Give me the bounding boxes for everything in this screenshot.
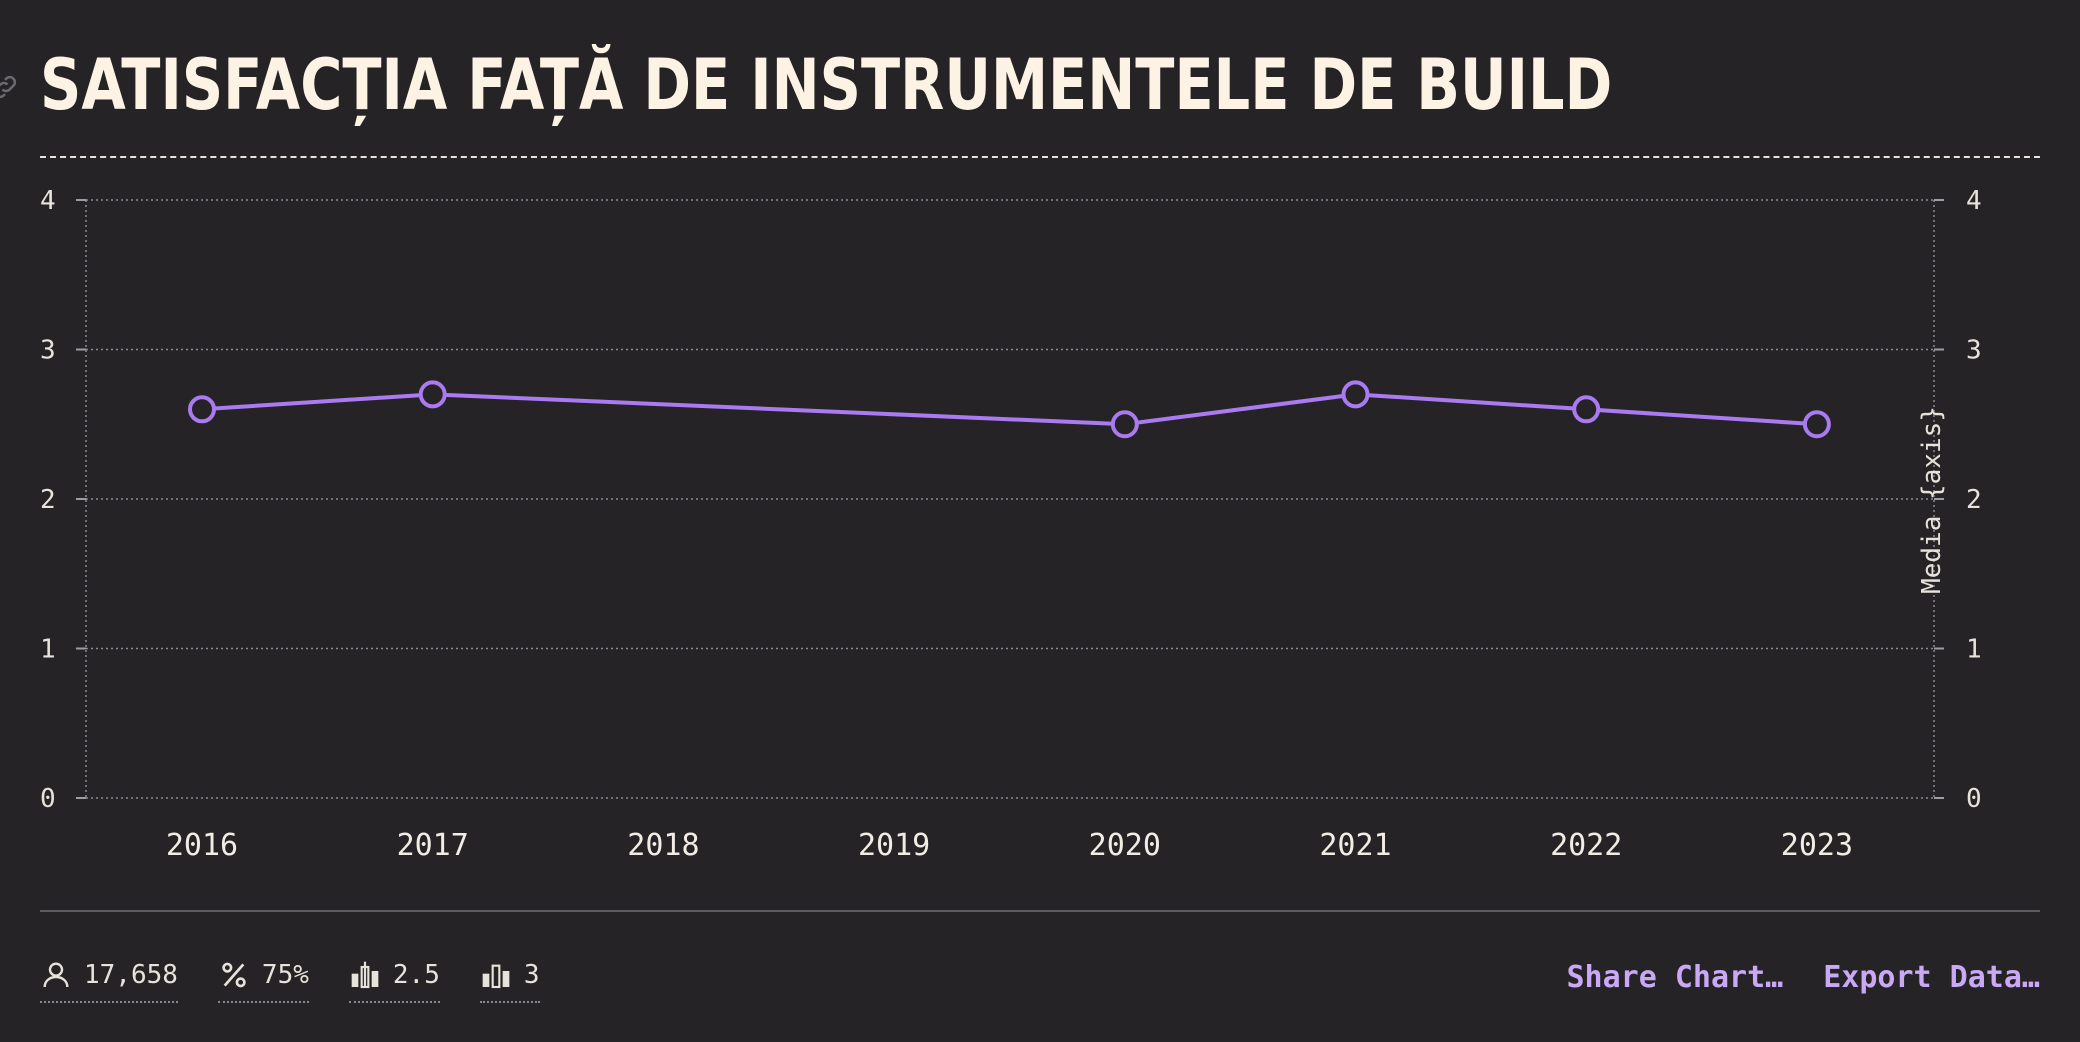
x-tick-label: 2017 <box>397 828 469 863</box>
series-line <box>201 392 1818 427</box>
y-tick-label-left: 4 <box>40 186 56 216</box>
stat-value: 2.5 <box>392 960 440 990</box>
data-point[interactable] <box>1802 410 1831 439</box>
data-point[interactable] <box>1341 380 1370 409</box>
stat-value: 75% <box>261 960 309 990</box>
bar-chart-icon <box>482 964 510 989</box>
y-tick-label-left: 1 <box>40 635 56 665</box>
stat-percentage[interactable]: 75% <box>217 955 309 1003</box>
stats-bar: 17,658 75% 2.5 3 <box>40 955 540 1003</box>
y-tick-label-right: 3 <box>1966 336 1982 366</box>
percent-icon <box>222 962 246 988</box>
y-axis-right: 0 1 2 3 4 <box>1934 186 1982 814</box>
y-tick-label-left: 3 <box>40 336 56 366</box>
x-tick-label: 2018 <box>627 828 699 863</box>
y-tick-label-left: 0 <box>40 784 56 814</box>
x-tick-label: 2019 <box>858 828 930 863</box>
data-point[interactable] <box>418 380 447 409</box>
y-tick-label-right: 0 <box>1966 784 1982 814</box>
y-tick-label-right: 2 <box>1966 485 1982 515</box>
line-chart: 0 1 2 3 4 0 1 2 3 4 2016 2017 2018 2019 2020 2021 2022… <box>40 186 1982 863</box>
stat-median[interactable]: 3 <box>479 955 540 1003</box>
y-axis-label-right: Media {axis} <box>1917 406 1947 594</box>
user-icon <box>43 962 69 988</box>
y-tick-label-right: 1 <box>1966 635 1982 665</box>
x-tick-label: 2022 <box>1550 828 1622 863</box>
x-axis: 2016 2017 2018 2019 2020 2021 2022 2023 <box>166 828 1853 863</box>
data-point[interactable] <box>1572 395 1601 424</box>
x-tick-label: 2023 <box>1781 828 1853 863</box>
link-icon[interactable] <box>0 72 20 102</box>
series <box>188 380 1831 439</box>
footer-divider <box>40 910 2040 912</box>
x-tick-label: 2021 <box>1319 828 1391 863</box>
data-point[interactable] <box>188 395 216 424</box>
title-divider <box>40 156 2040 158</box>
y-axis-left: 0 1 2 3 4 <box>40 186 86 814</box>
stat-value: 3 <box>523 960 540 990</box>
export-data-button[interactable]: Export Data… <box>1823 960 2040 995</box>
x-tick-label: 2020 <box>1089 828 1161 863</box>
y-tick-label-left: 2 <box>40 485 56 515</box>
data-point[interactable] <box>1110 410 1139 439</box>
share-chart-button[interactable]: Share Chart… <box>1566 960 1784 995</box>
grid <box>85 199 1935 799</box>
chart-actions: Share Chart… Export Data… <box>1567 955 2041 1001</box>
page-title: Satisfacția față de instrumentele de bui… <box>40 44 1613 126</box>
x-tick-label: 2016 <box>166 828 238 863</box>
candlestick-icon <box>351 961 379 989</box>
y-tick-label-right: 4 <box>1966 186 1982 216</box>
stat-value: 17,658 <box>84 960 178 990</box>
stat-average[interactable]: 2.5 <box>348 955 440 1003</box>
stat-respondents[interactable]: 17,658 <box>40 955 178 1003</box>
